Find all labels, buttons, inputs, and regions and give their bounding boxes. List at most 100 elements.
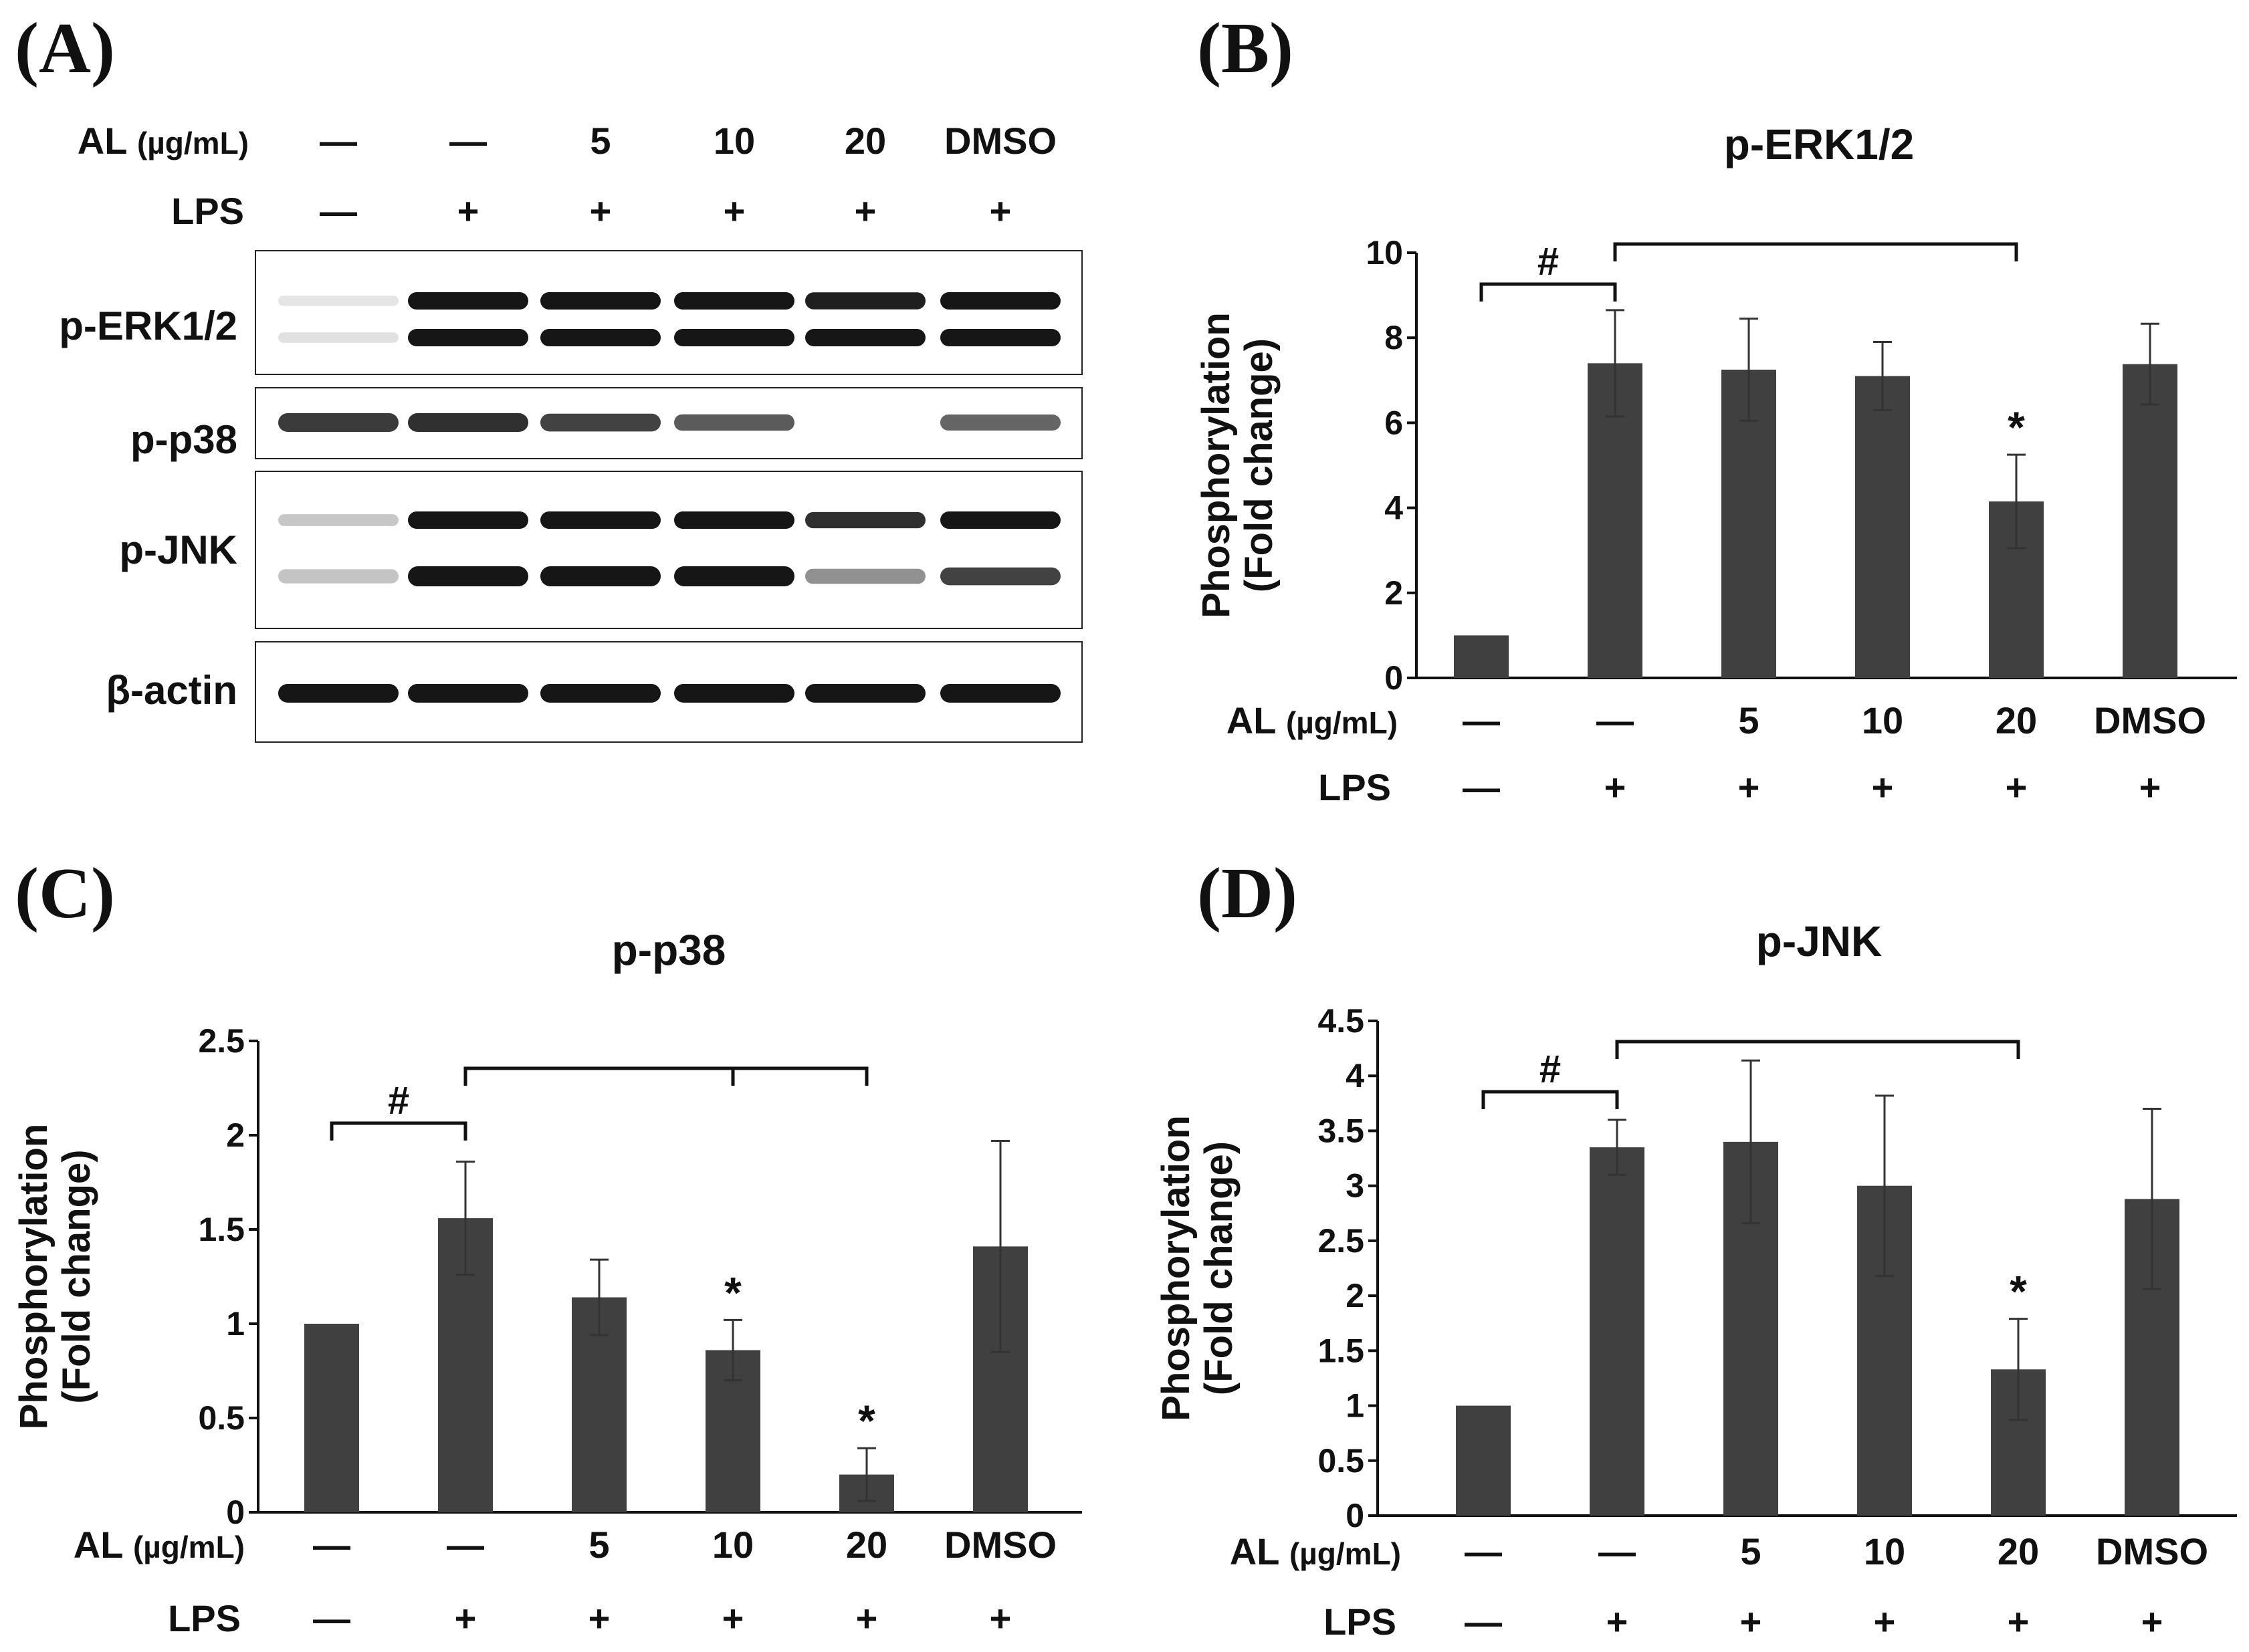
blot-band — [540, 684, 661, 703]
chart-al-value: DMSO — [2094, 699, 2206, 741]
y-tick-label: 2.5 — [1317, 1222, 1364, 1260]
y-tick-label: 4 — [1346, 1057, 1364, 1094]
y-tick-label: 6 — [1384, 404, 1403, 441]
bar — [1456, 1405, 1511, 1516]
chart-lps-value: + — [990, 1597, 1012, 1639]
blot-lps-value: + — [590, 190, 612, 232]
hash-bracket — [1481, 1090, 1619, 1109]
y-axis-label: Phosphorylation (Fold change) — [1154, 1115, 1241, 1421]
chart-al-value: — — [1598, 1530, 1636, 1572]
y-axis-label: Phosphorylation (Fold change) — [12, 1124, 98, 1430]
chart-al-value: 10 — [1862, 699, 1903, 741]
blot-band — [408, 566, 528, 586]
y-axis-label: Phosphorylation (Fold change) — [1194, 312, 1281, 618]
chart-lps-value: + — [1872, 766, 1894, 808]
blot-band — [674, 329, 794, 346]
chart-al-value: — — [1465, 1530, 1502, 1572]
blot-band — [674, 684, 794, 703]
blot-band — [674, 511, 794, 529]
chart-al-label: AL (µg/mL) — [1230, 1530, 1401, 1572]
y-tick-label: 3 — [1346, 1167, 1364, 1205]
blot-band — [540, 413, 661, 432]
blot-band — [940, 684, 1061, 703]
y-axis-label-line: Phosphorylation — [1194, 312, 1238, 618]
hash-bracket — [330, 1121, 467, 1141]
chart-al-value: 10 — [1864, 1530, 1905, 1572]
blot-band — [540, 329, 661, 346]
y-tick-label: 1 — [226, 1305, 245, 1342]
chart-al-value: 10 — [712, 1524, 754, 1566]
blot-band — [940, 292, 1061, 310]
chart-al-value: 20 — [846, 1524, 887, 1566]
chart-al-value: — — [1463, 699, 1500, 741]
chart-lps-value: + — [1604, 766, 1626, 808]
blot-band — [278, 569, 399, 584]
chart-title: p-p38 — [612, 926, 726, 974]
panel-label-c: (C) — [15, 854, 115, 933]
hash-label: # — [1537, 240, 1559, 283]
chart-lps-value: — — [313, 1597, 350, 1639]
chart-lps-value: + — [2139, 766, 2161, 808]
y-tick-label: 2.5 — [198, 1022, 245, 1060]
bar — [1855, 376, 1910, 678]
chart-p-jnk: p-JNK Phosphorylation (Fold change) 0 0.5 1 1.… — [1154, 917, 2237, 1643]
blot-band — [278, 296, 399, 306]
y-tick-label: 0 — [1384, 659, 1403, 697]
chart-lps-value: + — [2006, 766, 2028, 808]
blot-band — [278, 684, 399, 703]
y-tick-label: 3.5 — [1317, 1112, 1364, 1149]
chart-lps-value: — — [1465, 1601, 1502, 1643]
significance-star: * — [2010, 1267, 2027, 1316]
blot-band — [540, 566, 661, 586]
blot-al-value: — — [320, 120, 357, 162]
blot-band — [408, 684, 528, 703]
y-tick-label: 10 — [1366, 234, 1403, 271]
blot-lps-label: LPS — [171, 190, 244, 232]
chart-al-value: 5 — [588, 1524, 609, 1566]
blot-row-label: p-p38 — [130, 417, 237, 462]
chart-lps-value: + — [455, 1597, 477, 1639]
significance-star: * — [2008, 402, 2025, 452]
y-tick-label: 0.5 — [1317, 1442, 1364, 1480]
bar — [304, 1324, 359, 1512]
blot-band — [540, 511, 661, 529]
comparison-bracket — [1615, 1040, 2020, 1059]
blot-band — [805, 329, 926, 346]
blot-al-value: 5 — [590, 120, 611, 162]
hash-label: # — [1539, 1048, 1561, 1091]
chart-al-value: — — [1596, 699, 1634, 741]
y-tick-label: 0.5 — [198, 1399, 245, 1437]
blot-band — [408, 413, 528, 432]
blot-band — [940, 415, 1061, 431]
chart-lps-value: + — [1606, 1601, 1628, 1643]
blot-lps-value: + — [855, 190, 877, 232]
bar — [1590, 1147, 1644, 1516]
blot-band — [278, 514, 399, 526]
blot-band — [805, 511, 926, 529]
blot-row-label: p-ERK1/2 — [59, 304, 237, 348]
blot-al-value: DMSO — [944, 120, 1057, 162]
blot-al-value: 10 — [714, 120, 755, 162]
chart-title: p-ERK1/2 — [1724, 120, 1915, 168]
chart-p-p38: p-p38 Phosphorylation (Fold change) 0 0.5 1 1.… — [12, 926, 1082, 1639]
chart-lps-value: + — [2008, 1601, 2030, 1643]
blot-lps-value: + — [724, 190, 746, 232]
chart-title: p-JNK — [1756, 917, 1882, 965]
y-tick-label: 8 — [1384, 319, 1403, 356]
blot-band — [805, 684, 926, 703]
chart-al-label: AL (µg/mL) — [74, 1524, 245, 1566]
bar — [1454, 635, 1509, 678]
chart-lps-value: + — [856, 1597, 878, 1639]
blot-band — [540, 292, 661, 310]
chart-lps-label: LPS — [1323, 1601, 1396, 1643]
panel-label-a: (A) — [15, 9, 115, 88]
blot-band — [674, 292, 794, 310]
y-tick-label: 2 — [1346, 1277, 1364, 1314]
blot-band — [805, 292, 926, 310]
blot-band — [408, 292, 528, 310]
y-axis-label-line: (Fold change) — [55, 1149, 98, 1403]
western-blot-panel: AL (µg/mL)LPS———+5+10+20+DMSO+ p-ERK1/2p… — [59, 120, 1083, 743]
y-tick-label: 0 — [226, 1494, 245, 1531]
y-tick-label: 0 — [1346, 1497, 1364, 1534]
